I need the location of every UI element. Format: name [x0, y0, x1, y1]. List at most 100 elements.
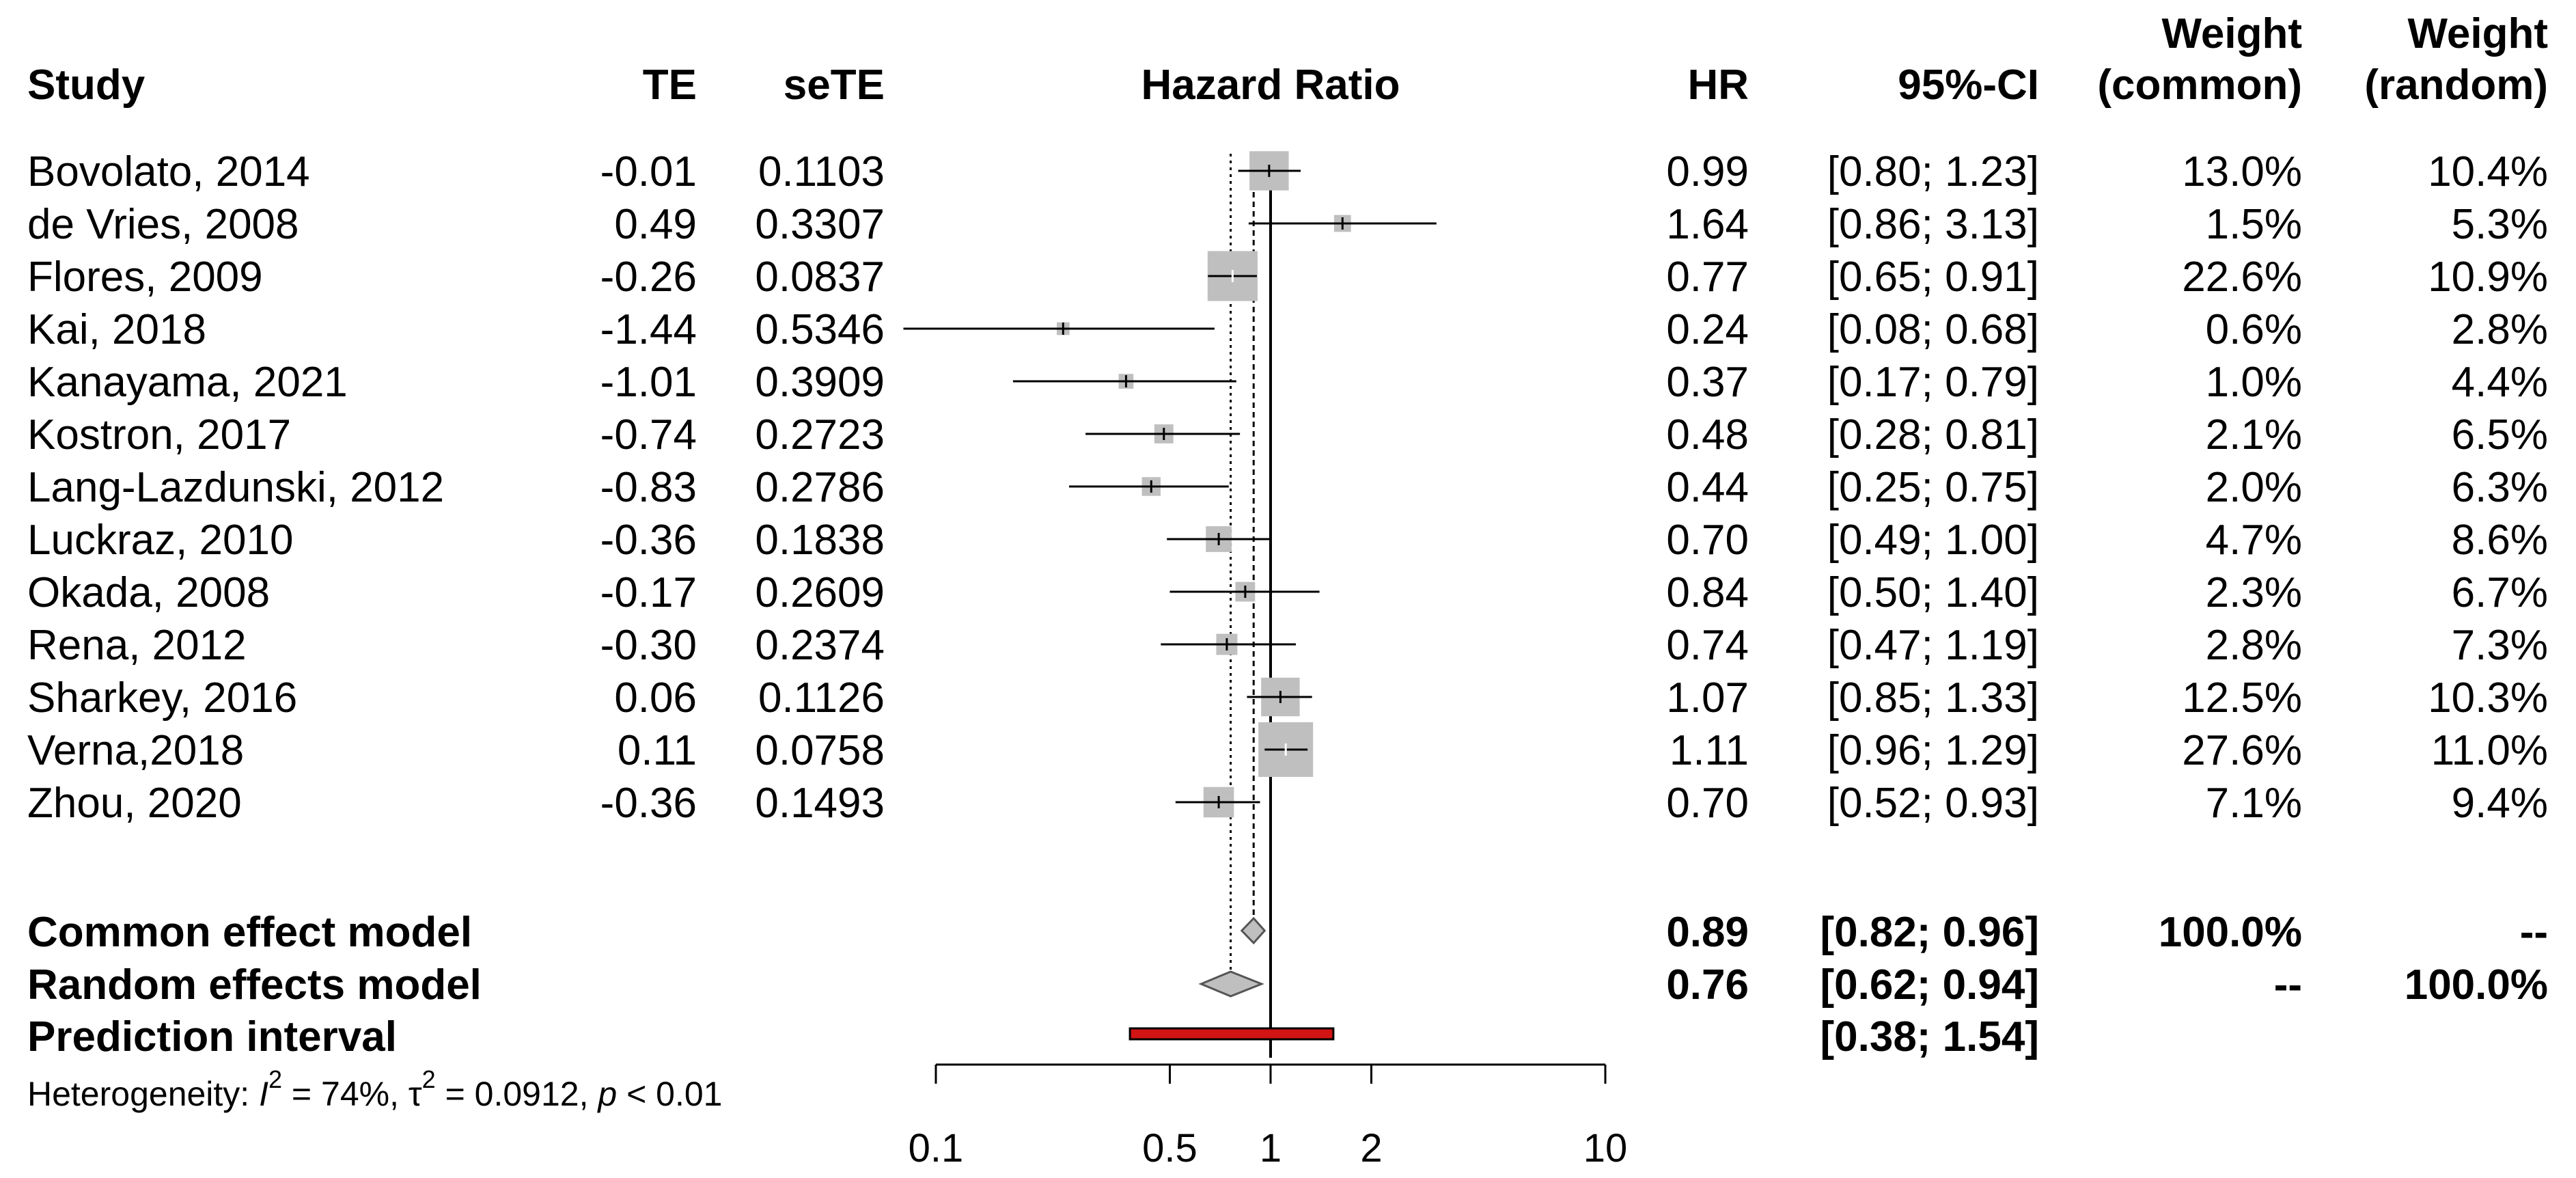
prediction-interval-ci: [0.38; 1.54] [1820, 1013, 2039, 1060]
study-ci: [0.47; 1.19] [1827, 622, 2039, 669]
study-sete: 0.2786 [755, 464, 885, 511]
study-hr: 0.44 [1666, 464, 1749, 511]
study-weight-common: 22.6% [2182, 254, 2302, 301]
random-model-weight-common: -- [2274, 961, 2302, 1009]
study-ci: [0.08; 0.68] [1827, 306, 2039, 353]
common-model-hr: 0.89 [1666, 909, 1749, 956]
study-te: -1.44 [600, 306, 697, 353]
study-ci: [0.52; 0.93] [1827, 780, 2039, 827]
study-name: Lang-Lazdunski, 2012 [27, 464, 444, 511]
study-weight-common: 12.5% [2182, 674, 2302, 722]
plot-region: 0.1 0.5 1 2 10 [903, 151, 1628, 1170]
study-hr: 0.70 [1666, 517, 1749, 564]
study-weight-common: 13.0% [2182, 148, 2302, 195]
study-sete: 0.2723 [755, 411, 885, 458]
study-te: -0.30 [600, 622, 697, 669]
study-name: de Vries, 2008 [27, 201, 299, 248]
study-sete: 0.3307 [755, 201, 885, 248]
study-te: -0.36 [600, 517, 697, 564]
study-ci: [0.49; 1.00] [1827, 517, 2039, 564]
study-weight-common: 27.6% [2182, 727, 2302, 774]
study-name: Kanayama, 2021 [27, 359, 348, 406]
study-weight-common: 2.1% [2206, 411, 2302, 458]
study-sete: 0.1493 [755, 780, 885, 827]
common-model-ci: [0.82; 0.96] [1820, 909, 2039, 956]
study-name: Okada, 2008 [27, 569, 270, 616]
study-sete: 0.1838 [755, 517, 885, 564]
study-hr: 1.11 [1670, 727, 1749, 774]
study-ci: [0.96; 1.29] [1827, 727, 2039, 774]
study-weight-random: 5.3% [2452, 201, 2548, 248]
random-model-label: Random effects model [27, 961, 482, 1009]
study-weight-random: 9.4% [2452, 780, 2548, 827]
study-name: Verna,2018 [27, 727, 244, 774]
study-ci: [0.25; 0.75] [1827, 464, 2039, 511]
header-sete: seTE [784, 61, 885, 109]
study-weight-random: 6.3% [2452, 464, 2548, 511]
study-te: -0.36 [600, 780, 697, 827]
study-weight-common: 2.0% [2206, 464, 2302, 511]
random-model-weight-random: 100.0% [2405, 961, 2548, 1009]
common-model-label: Common effect model [27, 909, 472, 956]
study-te: -0.83 [600, 464, 697, 511]
header-weight-common-line1: Weight [2162, 10, 2303, 57]
common-model-weight-random: -- [2520, 909, 2548, 956]
x-axis-tick-label: 2 [1360, 1126, 1382, 1170]
study-hr: 1.07 [1666, 674, 1749, 722]
study-te: -0.26 [600, 254, 697, 301]
common-model-weight-common: 100.0% [2159, 909, 2302, 956]
study-name: Kai, 2018 [27, 306, 206, 353]
study-rows: Bovolato, 2014 -0.01 0.1103 0.99 [0.80; 1.23… [27, 148, 2548, 827]
prediction-interval-label: Prediction interval [27, 1013, 397, 1060]
study-hr: 0.48 [1666, 411, 1749, 458]
study-weight-random: 6.5% [2452, 411, 2548, 458]
study-name: Luckraz, 2010 [27, 517, 293, 564]
study-te: 0.06 [614, 674, 697, 722]
study-name: Zhou, 2020 [27, 780, 242, 827]
study-ci: [0.17; 0.79] [1827, 359, 2039, 406]
study-ci: [0.65; 0.91] [1827, 254, 2039, 301]
study-name: Kostron, 2017 [27, 411, 291, 458]
study-weight-random: 11.0% [2431, 727, 2548, 774]
study-sete: 0.0837 [755, 254, 885, 301]
study-ci: [0.86; 3.13] [1827, 201, 2039, 248]
study-sete: 0.5346 [755, 306, 885, 353]
study-te: 0.49 [614, 201, 697, 248]
study-hr: 0.24 [1666, 306, 1749, 353]
header-te: TE [643, 61, 697, 109]
study-te: -1.01 [600, 359, 697, 406]
random-model-ci: [0.62; 0.94] [1820, 961, 2039, 1009]
study-weight-common: 4.7% [2206, 517, 2302, 564]
prediction-interval-bar [1128, 1027, 1335, 1041]
study-te: 0.11 [618, 727, 697, 774]
study-sete: 0.1126 [758, 674, 885, 722]
study-hr: 0.84 [1666, 569, 1749, 616]
study-weight-common: 1.5% [2206, 201, 2302, 248]
study-te: -0.74 [600, 411, 697, 458]
column-headers: Study TE seTE Hazard Ratio HR 95%-CI Wei… [27, 10, 2548, 109]
study-weight-common: 7.1% [2206, 780, 2302, 827]
header-weight-common-line2: (common) [2097, 61, 2302, 109]
study-weight-common: 1.0% [2206, 359, 2302, 406]
study-sete: 0.1103 [758, 148, 885, 195]
study-weight-random: 7.3% [2452, 622, 2548, 669]
header-weight-random-line2: (random) [2364, 61, 2548, 109]
study-ci: [0.80; 1.23] [1827, 148, 2039, 195]
header-weight-random-line1: Weight [2408, 10, 2549, 57]
study-weight-random: 8.6% [2452, 517, 2548, 564]
study-sete: 0.2609 [755, 569, 885, 616]
x-axis-tick-label: 0.5 [1142, 1126, 1197, 1170]
study-name: Bovolato, 2014 [27, 148, 310, 195]
study-hr: 1.64 [1666, 201, 1749, 248]
study-weight-random: 10.9% [2428, 254, 2548, 301]
x-axis-tick-label: 10 [1583, 1126, 1628, 1170]
random-effects-diamond [1198, 970, 1264, 998]
study-weight-random: 6.7% [2452, 569, 2548, 616]
study-sete: 0.2374 [755, 622, 885, 669]
study-te: -0.17 [600, 569, 697, 616]
heterogeneity-text: Heterogeneity: I2 = 74%, τ2 = 0.0912, p … [27, 1065, 722, 1113]
study-weight-random: 4.4% [2452, 359, 2548, 406]
header-hazard-ratio: Hazard Ratio [1141, 61, 1400, 109]
study-name: Sharkey, 2016 [27, 674, 297, 722]
